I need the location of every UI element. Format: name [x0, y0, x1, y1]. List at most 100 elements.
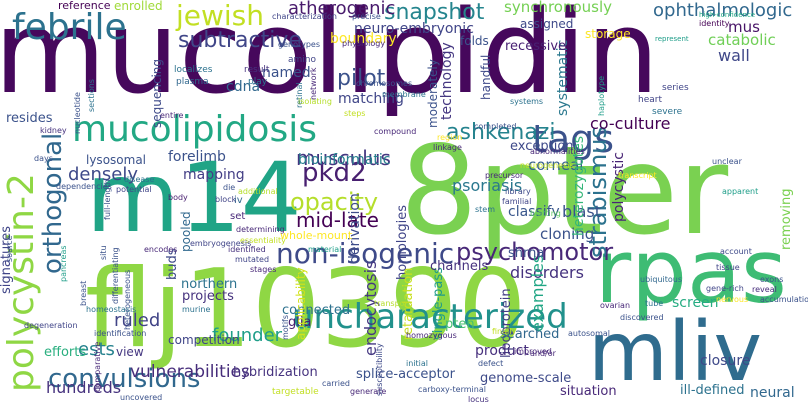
cloud-word: account	[720, 247, 752, 256]
cloud-word: stages	[250, 265, 277, 274]
cloud-word: blotting	[530, 209, 561, 218]
cloud-word: efforts	[44, 345, 87, 360]
cloud-word: genome-scale	[480, 371, 572, 386]
cloud-word: northern	[181, 277, 238, 292]
cloud-word: exception	[510, 139, 574, 154]
cloud-word: assigned	[520, 17, 574, 31]
cloud-word: shrna	[508, 246, 545, 261]
cloud-word: synchronously	[504, 0, 613, 16]
cloud-word: situation	[560, 384, 617, 399]
cloud-word: finally	[492, 327, 517, 336]
cloud-word: improved	[514, 347, 552, 356]
cloud-word: mucolipidosis	[72, 109, 317, 150]
cloud-word: tissue	[716, 263, 740, 272]
cloud-word: m14	[86, 142, 302, 254]
cloud-word: named	[262, 65, 311, 81]
cloud-word: amino	[288, 55, 316, 65]
cloud-word: technology	[439, 42, 455, 120]
cloud-word: mutated	[235, 255, 270, 264]
cloud-word: atherogenic	[288, 0, 396, 19]
cloud-word: psoriasis	[452, 176, 523, 195]
cloud-word: resides	[6, 111, 53, 126]
cloud-word: whole-mount	[280, 229, 353, 242]
cloud-word: identity	[699, 19, 730, 28]
cloud-word: days	[34, 154, 53, 163]
cloud-word: library	[505, 187, 531, 196]
cloud-word: embryogenesis	[190, 239, 252, 248]
cloud-word: familial	[502, 197, 532, 206]
cloud-word: die	[223, 183, 236, 192]
cloud-word: carboxy-terminal	[418, 385, 486, 394]
cloud-word: vulnerabilities	[130, 362, 250, 382]
cloud-word: rpas	[595, 220, 787, 323]
cloud-word: characterization	[272, 12, 337, 21]
cloud-word: haplotype	[597, 75, 606, 116]
cloud-word: uncharacterized	[292, 297, 568, 337]
cloud-word: nervous	[716, 295, 749, 304]
cloud-word: pkd2	[302, 158, 367, 188]
cloud-word: physiology	[342, 39, 386, 48]
cloud-word: severe	[652, 107, 683, 117]
cloud-word: competition	[168, 333, 240, 347]
cloud-word: sections	[87, 79, 96, 112]
cloud-word: 8pter	[400, 120, 729, 262]
cloud-word: pancreas	[59, 245, 68, 282]
cloud-word: splice-acceptor	[356, 367, 455, 382]
cloud-word: heterogeneous	[123, 269, 132, 330]
cloud-word: defect	[478, 359, 504, 368]
cloud-word: systems	[510, 97, 544, 106]
cloud-word: homeostasis	[86, 305, 137, 314]
cloud-word: psychomotor	[456, 238, 614, 266]
cloud-word: hybridization	[233, 365, 318, 380]
cloud-word: comparative	[93, 341, 102, 392]
cloud-word: situ	[99, 245, 108, 260]
cloud-word: play	[248, 77, 268, 87]
cloud-word: ovarian	[600, 301, 631, 310]
cloud-word: region	[437, 133, 463, 142]
cloud-word: snapshot	[384, 0, 485, 25]
cloud-word: block	[215, 195, 237, 204]
cloud-word: additional	[238, 187, 278, 196]
cloud-word: result	[244, 65, 270, 75]
cloud-word: ill-defined	[680, 383, 745, 398]
cloud-word: potential	[116, 185, 152, 194]
cloud-word: entire	[160, 111, 184, 120]
cloud-word: motifs	[281, 314, 290, 340]
cloud-word: cdna	[226, 79, 261, 95]
cloud-word: full-length	[103, 179, 112, 220]
cloud-word: essentiality	[240, 236, 286, 245]
cloud-word: connected	[282, 303, 351, 318]
cloud-word: ests	[78, 339, 115, 360]
cloud-word: breast	[79, 280, 88, 306]
cloud-word: uncovered	[120, 393, 163, 402]
cloud-word: cloning	[540, 225, 595, 243]
cloud-word: enrolled	[114, 0, 163, 13]
cloud-word: channels	[430, 259, 489, 274]
cloud-word: unclear	[712, 157, 742, 166]
cloud-word: series	[662, 83, 689, 93]
cloud-word: steps	[344, 109, 366, 118]
cloud-word: disorders	[510, 263, 584, 282]
cloud-word: localizes	[174, 65, 213, 75]
cloud-word: disease	[124, 175, 155, 184]
cloud-word: ubiquitous	[640, 275, 683, 284]
cloud-word: isolating	[298, 97, 332, 106]
cloud-word: view	[116, 345, 144, 359]
cloud-word: convulsions	[48, 364, 201, 394]
cloud-word: body	[168, 193, 188, 202]
cloud-word: carried	[322, 379, 350, 388]
cloud-word: corneal	[528, 156, 584, 174]
cloud-word: catabolic	[708, 31, 776, 49]
cloud-word: matching	[338, 91, 404, 107]
cloud-word: transcript	[618, 171, 657, 180]
cloud-word: non-isogenic	[276, 237, 455, 270]
cloud-word: initial	[406, 359, 428, 368]
cloud-word: screen	[672, 295, 719, 311]
cloud-word: febrile	[12, 7, 127, 48]
cloud-word: encodes	[144, 245, 178, 254]
cloud-word: pten	[445, 317, 475, 332]
cloud-word: chromosomes	[356, 79, 413, 88]
cloud-word: source	[5, 235, 14, 262]
cloud-word: tags	[532, 117, 615, 161]
